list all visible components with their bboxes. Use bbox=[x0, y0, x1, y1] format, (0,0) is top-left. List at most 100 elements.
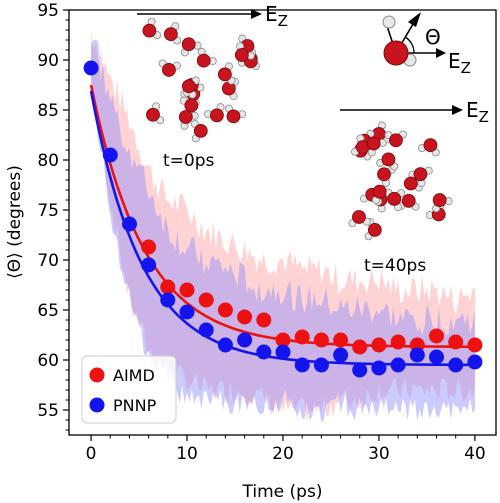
point-aimd bbox=[141, 239, 157, 255]
oxygen-atom bbox=[352, 210, 366, 224]
field-arrow-t0 bbox=[137, 9, 262, 19]
point-aimd bbox=[179, 282, 195, 298]
oxygen-atom bbox=[142, 23, 157, 38]
oxygen-atom bbox=[178, 110, 193, 124]
point-aimd bbox=[198, 292, 214, 308]
field-label-t40: EZ bbox=[466, 98, 489, 126]
point-pnnp bbox=[275, 344, 291, 360]
oxygen-atom bbox=[210, 108, 224, 123]
oxygen-atom bbox=[403, 176, 418, 191]
oxygen-atom bbox=[423, 138, 438, 153]
data-points bbox=[83, 60, 483, 378]
x-axis-label: Time (ps) bbox=[242, 482, 323, 502]
point-aimd bbox=[429, 328, 444, 344]
y-tick-label: 90 bbox=[37, 51, 59, 71]
inset-snapshot-t0: EZ t=0ps bbox=[137, 2, 288, 171]
oxygen-atom bbox=[366, 136, 381, 151]
inset-label-t0: t=0ps bbox=[163, 151, 215, 171]
point-pnnp bbox=[352, 362, 368, 378]
oxygen-atom bbox=[387, 191, 402, 206]
point-aimd bbox=[371, 337, 387, 353]
oxygen-atom bbox=[184, 98, 199, 113]
point-pnnp bbox=[390, 357, 406, 373]
point-pnnp bbox=[237, 332, 253, 348]
oxygen-atom bbox=[389, 133, 403, 148]
oxygen-atom bbox=[372, 184, 387, 199]
x-tick-label: 40 bbox=[464, 444, 486, 464]
point-pnnp bbox=[83, 60, 99, 76]
oxygen-atom bbox=[413, 167, 428, 182]
y-tick-label: 95 bbox=[37, 1, 59, 21]
point-pnnp bbox=[333, 347, 349, 363]
y-tick-label: 85 bbox=[37, 101, 59, 121]
oxygen-atom bbox=[193, 123, 208, 138]
legend-marker-pnnp bbox=[89, 397, 105, 413]
field-label-t0: EZ bbox=[265, 2, 288, 30]
y-tick-label: 60 bbox=[37, 351, 59, 371]
x-tick-label: 0 bbox=[86, 444, 97, 464]
oxygen-atom bbox=[181, 79, 196, 94]
point-pnnp bbox=[294, 357, 310, 373]
oxygen-atom bbox=[432, 193, 447, 207]
oxygen-atom bbox=[162, 63, 176, 77]
oxygen-atom bbox=[234, 48, 249, 62]
oxygen-atom bbox=[163, 27, 178, 42]
y-tick-label: 55 bbox=[37, 401, 59, 421]
point-aimd bbox=[237, 309, 253, 325]
point-pnnp bbox=[198, 322, 214, 338]
legend-marker-aimd bbox=[89, 367, 105, 383]
point-pnnp bbox=[467, 354, 483, 370]
oxygen-atom bbox=[181, 37, 196, 52]
point-aimd bbox=[333, 332, 349, 348]
oxygen-atom bbox=[367, 222, 382, 237]
oxygen-atom bbox=[146, 107, 160, 122]
oxygen-atom bbox=[401, 193, 416, 208]
x-tick-label: 20 bbox=[272, 444, 294, 464]
inset-snapshot-t40: EZ t=40ps bbox=[340, 98, 489, 276]
point-aimd bbox=[448, 334, 464, 350]
water-molecules-t0 bbox=[142, 17, 260, 143]
point-aimd bbox=[352, 339, 368, 355]
oxygen-atom bbox=[217, 67, 232, 82]
y-tick-label: 80 bbox=[37, 151, 59, 171]
point-aimd bbox=[313, 332, 329, 348]
inset-label-t40: t=40ps bbox=[364, 256, 426, 276]
band-pnnp bbox=[91, 39, 475, 422]
point-pnnp bbox=[429, 349, 444, 365]
point-aimd bbox=[467, 337, 483, 353]
field-label-diagram: EZ bbox=[448, 49, 471, 77]
dipole-angle-diagram: Θ EZ bbox=[382, 12, 471, 77]
point-pnnp bbox=[217, 337, 233, 353]
y-tick-label: 75 bbox=[37, 201, 59, 221]
oxygen-atom bbox=[381, 152, 396, 167]
point-pnnp bbox=[102, 147, 118, 163]
point-pnnp bbox=[160, 292, 176, 308]
point-aimd bbox=[275, 332, 291, 348]
point-aimd bbox=[160, 279, 176, 295]
oxygen-atom bbox=[377, 167, 391, 182]
y-tick-label: 70 bbox=[37, 251, 59, 271]
point-aimd bbox=[390, 334, 406, 350]
point-pnnp bbox=[448, 357, 464, 373]
point-aimd bbox=[217, 302, 233, 318]
point-pnnp bbox=[256, 344, 272, 360]
x-tick-label: 10 bbox=[176, 444, 198, 464]
axis-ticks: 0 10 20 30 40 55 60 65 70 75 80 85 90 95 bbox=[37, 1, 485, 464]
point-pnnp bbox=[313, 357, 329, 373]
legend-label-pnnp: PNNP bbox=[113, 396, 157, 415]
point-pnnp bbox=[371, 360, 387, 376]
legend-label-aimd: AIMD bbox=[113, 366, 155, 385]
point-pnnp bbox=[179, 304, 195, 320]
point-pnnp bbox=[409, 347, 425, 363]
legend: AIMD PNNP bbox=[81, 355, 177, 424]
x-tick-label: 30 bbox=[368, 444, 390, 464]
field-arrow-t40 bbox=[340, 105, 463, 115]
y-tick-label: 65 bbox=[37, 301, 59, 321]
point-pnnp bbox=[122, 216, 137, 232]
oxygen-atom bbox=[226, 109, 241, 124]
point-pnnp bbox=[141, 257, 157, 273]
point-aimd bbox=[256, 312, 272, 328]
point-aimd bbox=[294, 329, 310, 345]
angle-symbol: Θ bbox=[425, 25, 441, 49]
